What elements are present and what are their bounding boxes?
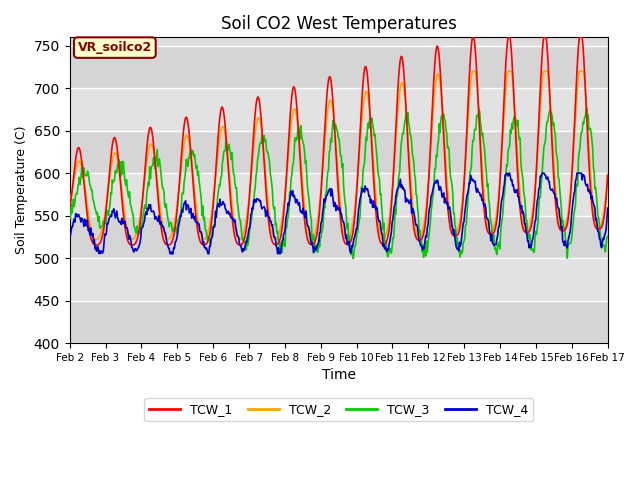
TCW_3 bbox=[604, 233, 611, 239]
TCW_1 bbox=[186, 141, 194, 147]
TCW_1 bbox=[214, 128, 222, 134]
TCW_4 bbox=[404, 200, 412, 205]
Bar bbox=[70, 173, 607, 216]
Text: VR_soilco2: VR_soilco2 bbox=[77, 41, 152, 54]
Line: TCW_3: TCW_3 bbox=[70, 108, 607, 259]
TCW_1 bbox=[76, 145, 83, 151]
TCW_2 bbox=[420, 219, 428, 225]
TCW_1 bbox=[92, 242, 100, 248]
Bar bbox=[70, 216, 607, 258]
TCW_3 bbox=[583, 105, 591, 111]
TCW_2 bbox=[66, 199, 74, 205]
TCW_3 bbox=[76, 174, 83, 180]
TCW_3 bbox=[214, 192, 221, 198]
TCW_3 bbox=[404, 120, 412, 126]
TCW_4 bbox=[131, 246, 139, 252]
Bar bbox=[70, 258, 607, 300]
TCW_1 bbox=[469, 35, 477, 40]
TCW_4 bbox=[214, 201, 222, 207]
TCW_4 bbox=[186, 208, 194, 214]
Title: Soil CO2 West Temperatures: Soil CO2 West Temperatures bbox=[221, 15, 456, 33]
TCW_2 bbox=[404, 144, 412, 150]
TCW_3 bbox=[66, 215, 74, 220]
TCW_1 bbox=[604, 173, 611, 179]
TCW_2 bbox=[92, 237, 100, 242]
Bar bbox=[70, 300, 607, 343]
TCW_3 bbox=[186, 155, 193, 161]
TCW_2 bbox=[214, 144, 222, 150]
TCW_1 bbox=[420, 228, 428, 233]
Line: TCW_4: TCW_4 bbox=[70, 173, 607, 254]
TCW_2 bbox=[604, 171, 611, 177]
TCW_4 bbox=[167, 251, 175, 257]
Line: TCW_2: TCW_2 bbox=[70, 72, 607, 240]
TCW_3 bbox=[349, 256, 357, 262]
TCW_2 bbox=[76, 158, 83, 164]
Y-axis label: Soil Temperature (C): Soil Temperature (C) bbox=[15, 126, 28, 254]
TCW_4 bbox=[420, 246, 428, 252]
Line: TCW_1: TCW_1 bbox=[70, 37, 607, 245]
Bar bbox=[70, 131, 607, 173]
TCW_4 bbox=[76, 214, 83, 220]
Legend: TCW_1, TCW_2, TCW_3, TCW_4: TCW_1, TCW_2, TCW_3, TCW_4 bbox=[144, 398, 533, 421]
TCW_1 bbox=[404, 156, 412, 162]
Bar bbox=[70, 88, 607, 131]
TCW_1 bbox=[66, 205, 74, 211]
TCW_1 bbox=[132, 240, 140, 246]
X-axis label: Time: Time bbox=[322, 368, 356, 382]
TCW_2 bbox=[186, 145, 194, 151]
TCW_2 bbox=[132, 233, 140, 239]
TCW_2 bbox=[468, 69, 476, 74]
TCW_3 bbox=[131, 224, 139, 230]
TCW_4 bbox=[503, 170, 511, 176]
TCW_4 bbox=[604, 205, 611, 211]
TCW_4 bbox=[66, 231, 74, 237]
Bar bbox=[70, 46, 607, 88]
TCW_3 bbox=[420, 245, 428, 251]
